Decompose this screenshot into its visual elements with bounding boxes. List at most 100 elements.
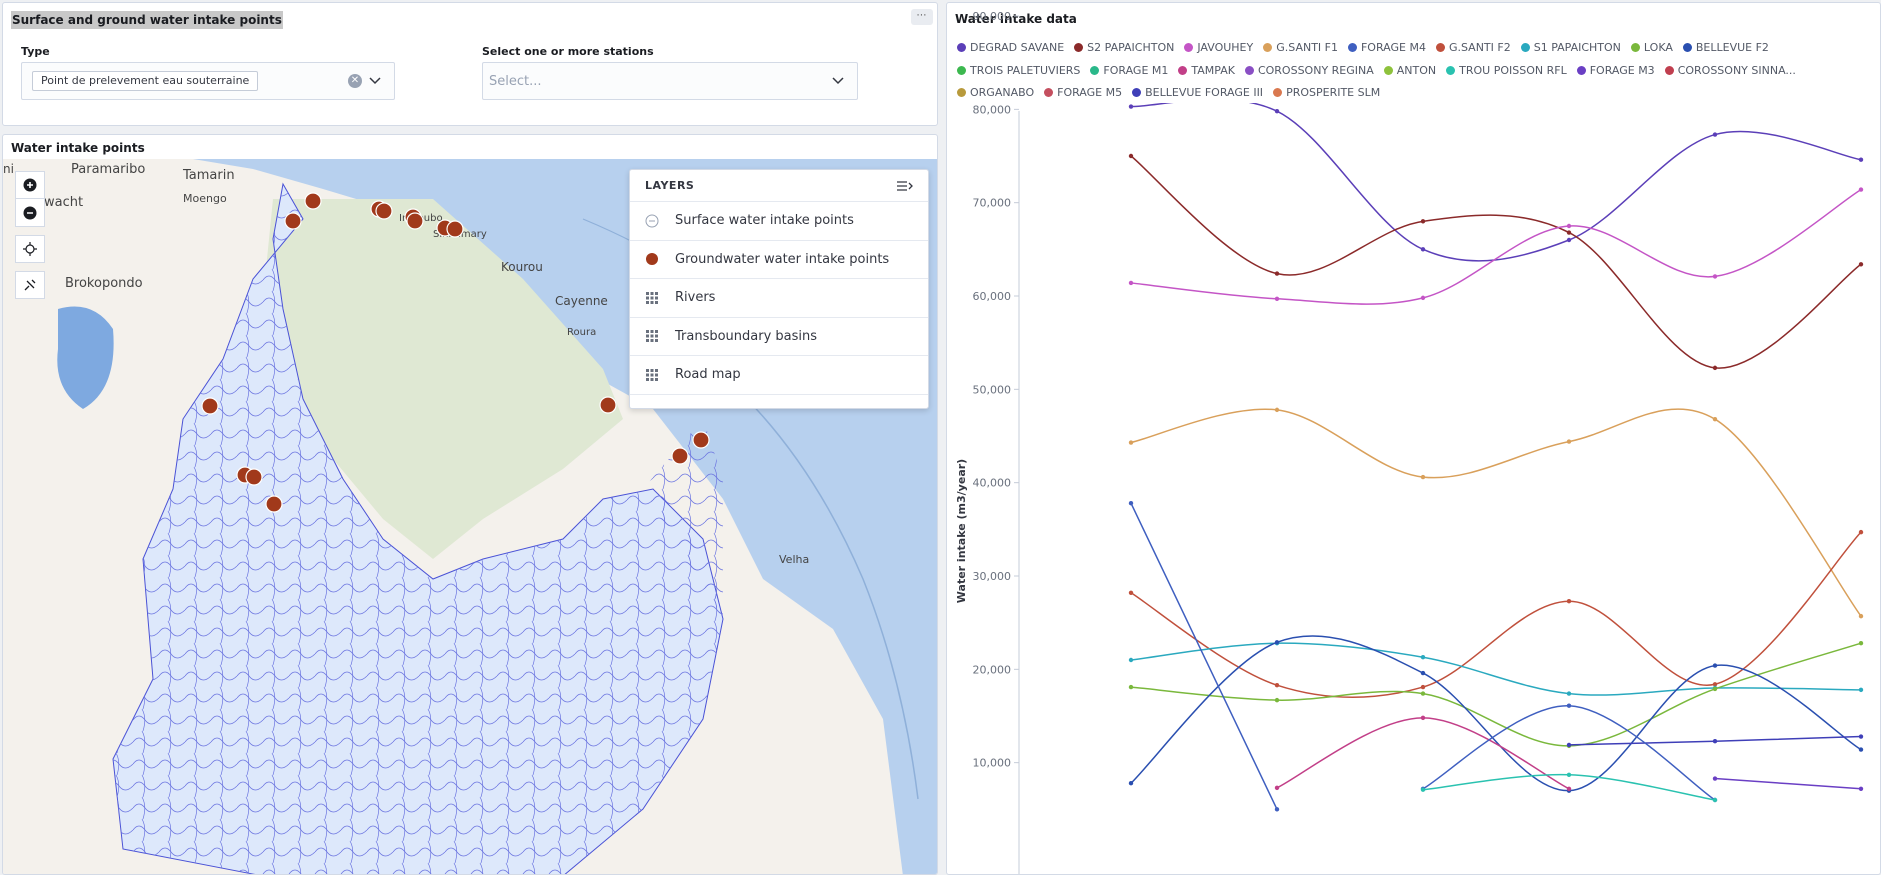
stations-select[interactable]: Select... (482, 62, 858, 100)
series-line[interactable] (1130, 531, 1862, 699)
series-line[interactable] (1130, 642, 1862, 747)
legend-item[interactable]: FORAGE M1 (1090, 60, 1168, 83)
data-point[interactable] (1566, 439, 1572, 444)
tile-layer-icon[interactable] (645, 291, 659, 305)
data-point[interactable] (1712, 776, 1718, 781)
data-point[interactable] (1566, 742, 1572, 748)
legend-item[interactable]: G.SANTI F1 (1263, 37, 1338, 60)
data-point[interactable] (1274, 807, 1280, 812)
map-canvas[interactable]: Paramaribo Tamarin Moengo verwacht Broko… (3, 159, 937, 874)
chevron-down-icon[interactable] (368, 73, 382, 87)
data-point[interactable] (1420, 219, 1426, 224)
legend-item[interactable]: G.SANTI F2 (1435, 37, 1511, 60)
layer-road-map[interactable]: Road map (630, 356, 928, 395)
data-point[interactable] (1566, 237, 1572, 243)
layer-surface-water[interactable]: Surface water intake points (630, 202, 928, 241)
legend-item[interactable]: COROSSONY REGINA (1244, 60, 1374, 83)
locate-icon[interactable] (15, 235, 45, 263)
data-point[interactable] (1420, 684, 1426, 690)
legend-item[interactable]: TROU POISSON RFL (1446, 60, 1567, 83)
data-point[interactable] (1566, 772, 1572, 778)
type-select[interactable]: Point de prelevement eau souterraine ✕ (21, 62, 395, 100)
legend-item[interactable]: TAMPAK (1178, 60, 1235, 83)
series-line[interactable] (1130, 99, 1862, 262)
data-point[interactable] (1566, 230, 1572, 235)
data-point[interactable] (1712, 663, 1718, 668)
series-line[interactable] (1130, 502, 1278, 810)
data-point[interactable] (1420, 787, 1426, 792)
intake-marker[interactable] (406, 212, 424, 230)
ellipsis-icon[interactable]: ⋯ (911, 9, 933, 25)
series-line[interactable] (1130, 408, 1862, 617)
tile-layer-icon[interactable] (645, 329, 659, 343)
legend-item[interactable]: FORAGE M4 (1347, 37, 1426, 60)
data-point[interactable] (1712, 417, 1718, 422)
data-point[interactable] (1858, 613, 1864, 619)
data-point[interactable] (1712, 739, 1718, 744)
legend-item[interactable]: LOKA (1630, 37, 1673, 60)
data-point[interactable] (1712, 132, 1718, 137)
intake-marker[interactable] (201, 397, 219, 415)
intake-marker[interactable] (304, 192, 322, 210)
legend-item[interactable]: BELLEVUE FORAGE III (1132, 82, 1263, 105)
data-point[interactable] (1128, 781, 1134, 786)
intake-marker[interactable] (671, 447, 689, 465)
data-point[interactable] (1128, 440, 1134, 445)
intake-marker[interactable] (692, 431, 710, 449)
data-point[interactable] (1420, 474, 1426, 480)
intake-marker[interactable] (375, 202, 393, 220)
data-point[interactable] (1566, 223, 1572, 229)
series-line[interactable] (1130, 642, 1862, 696)
layer-basins[interactable]: Transboundary basins (630, 318, 928, 356)
legend-item[interactable]: S2 PAPAICHTON (1074, 37, 1174, 60)
data-point[interactable] (1712, 682, 1718, 687)
series-line[interactable] (1714, 777, 1862, 790)
data-point[interactable] (1274, 640, 1280, 645)
intake-marker[interactable] (245, 468, 263, 486)
legend-item[interactable]: S1 PAPAICHTON (1520, 37, 1621, 60)
data-point[interactable] (1128, 501, 1134, 506)
type-chip[interactable]: Point de prelevement eau souterraine (32, 71, 259, 91)
data-point[interactable] (1858, 786, 1864, 792)
data-point[interactable] (1128, 590, 1134, 596)
data-point[interactable] (1712, 365, 1718, 371)
series-line[interactable] (1130, 188, 1862, 305)
layer-rivers[interactable]: Rivers (630, 279, 928, 318)
legend-item[interactable]: JAVOUHEY (1184, 37, 1253, 60)
point-layer-icon[interactable] (645, 252, 659, 266)
series-line[interactable] (1130, 635, 1862, 792)
data-point[interactable] (1712, 797, 1718, 803)
legend-item[interactable]: ORGANABO (957, 82, 1034, 105)
data-point[interactable] (1858, 687, 1864, 693)
tile-layer-icon[interactable] (645, 368, 659, 382)
data-point[interactable] (1128, 153, 1134, 159)
legend-item[interactable]: FORAGE M5 (1044, 82, 1122, 105)
chevron-down-icon[interactable] (831, 73, 845, 87)
intake-marker[interactable] (446, 220, 464, 238)
intake-marker[interactable] (284, 212, 302, 230)
intake-marker[interactable] (265, 495, 283, 513)
data-point[interactable] (1858, 157, 1864, 162)
data-point[interactable] (1274, 109, 1280, 114)
data-point[interactable] (1420, 670, 1426, 676)
data-point[interactable] (1420, 295, 1426, 301)
data-point[interactable] (1858, 187, 1864, 192)
data-point[interactable] (1858, 734, 1864, 739)
data-point[interactable] (1420, 247, 1426, 252)
hidden-layer-icon[interactable] (645, 214, 659, 228)
data-point[interactable] (1274, 407, 1280, 413)
intake-marker[interactable] (599, 396, 617, 414)
legend-item[interactable]: COROSSONY SINNA... (1664, 60, 1796, 83)
data-point[interactable] (1858, 262, 1864, 267)
legend-item[interactable]: DEGRAD SAVANE (957, 37, 1064, 60)
series-line[interactable] (1276, 717, 1570, 790)
legend-item[interactable]: ANTON (1383, 60, 1436, 83)
data-point[interactable] (1858, 529, 1864, 535)
data-point[interactable] (1274, 271, 1280, 276)
data-point[interactable] (1712, 274, 1718, 279)
data-point[interactable] (1274, 296, 1280, 302)
data-point[interactable] (1128, 104, 1134, 109)
data-point[interactable] (1420, 715, 1426, 721)
series-line[interactable] (1422, 704, 1716, 801)
data-point[interactable] (1566, 703, 1572, 708)
